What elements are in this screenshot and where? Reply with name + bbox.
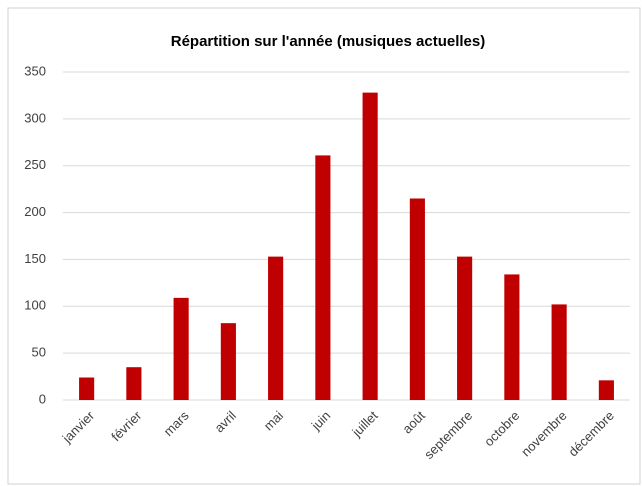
bar [79, 377, 95, 400]
y-tick-label: 50 [32, 345, 46, 360]
y-tick-label: 100 [24, 298, 46, 313]
chart-title: Répartition sur l'année (musiques actuel… [171, 33, 485, 50]
bar [220, 323, 236, 400]
bar [457, 256, 473, 400]
bar [409, 198, 425, 400]
y-tick-label: 300 [24, 110, 46, 125]
bar [315, 155, 331, 400]
y-tick-label: 250 [24, 157, 46, 172]
y-tick-label: 150 [24, 251, 46, 266]
bar [268, 256, 284, 400]
bar [598, 380, 614, 400]
bar [551, 304, 567, 400]
y-tick-label: 0 [39, 391, 46, 406]
bar [126, 367, 142, 400]
bar [362, 92, 378, 401]
bar [504, 274, 520, 400]
y-tick-label: 350 [24, 63, 46, 78]
bar [173, 297, 189, 400]
y-tick-label: 200 [24, 204, 46, 219]
